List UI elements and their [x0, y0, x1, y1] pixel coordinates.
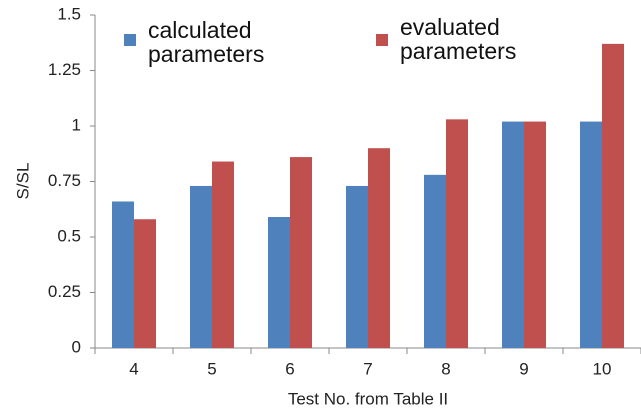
bar	[290, 157, 312, 348]
bar	[446, 119, 468, 348]
y-tick-label: 0	[72, 337, 81, 356]
y-tick-label: 0.25	[48, 282, 81, 301]
legend-label: calculated parameters	[148, 17, 265, 67]
bar	[112, 201, 134, 348]
bar	[368, 148, 390, 348]
legend-label: evaluated parameters	[400, 14, 517, 64]
y-tick-label: 1.25	[48, 60, 81, 79]
bar	[190, 185, 212, 348]
bar	[602, 43, 624, 349]
bar	[346, 185, 368, 348]
bar	[580, 121, 602, 348]
y-tick-label: 1.5	[57, 4, 81, 23]
legend-swatch	[376, 34, 388, 46]
bar	[424, 174, 446, 348]
legend-swatch	[124, 34, 136, 46]
x-tick-label: 10	[593, 359, 612, 378]
x-tick-label: 4	[129, 359, 138, 378]
y-tick-label: 0.75	[48, 171, 81, 190]
x-tick-label: 7	[363, 359, 372, 378]
bar	[524, 121, 546, 348]
x-tick-label: 8	[441, 359, 450, 378]
bar	[212, 161, 234, 348]
bar	[268, 217, 290, 348]
y-tick-label: 1	[72, 115, 81, 134]
x-tick-label: 5	[207, 359, 216, 378]
x-axis-label: Test No. from Table II	[288, 389, 448, 408]
y-axis-label: S/SL	[13, 163, 32, 200]
x-tick-label: 6	[285, 359, 294, 378]
y-tick-label: 0.5	[57, 226, 81, 245]
x-tick-label: 9	[519, 359, 528, 378]
bar	[134, 219, 156, 348]
bar	[502, 121, 524, 348]
